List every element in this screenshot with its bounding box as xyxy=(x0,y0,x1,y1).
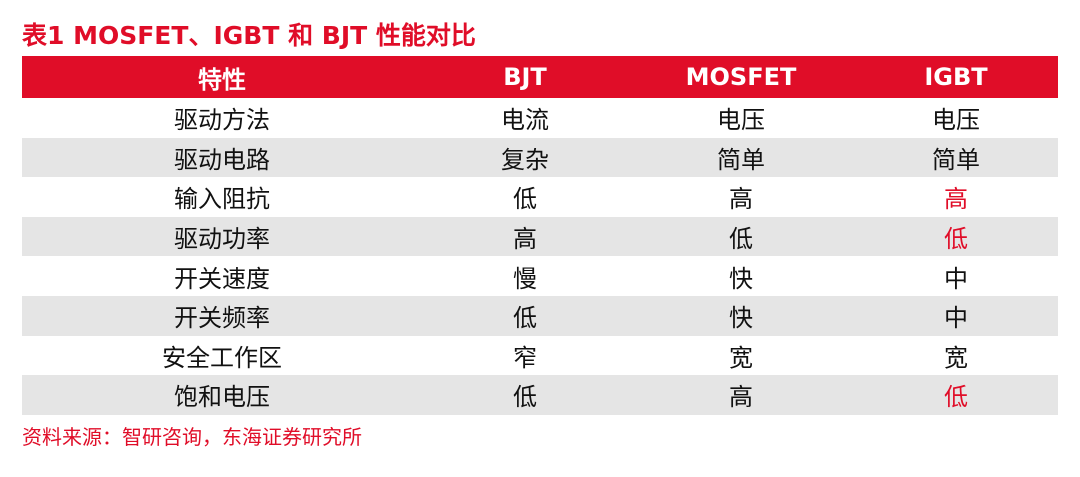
table-row: 驱动功率高低低 xyxy=(22,216,1058,257)
table-row: 开关频率低快中 xyxy=(22,295,1058,336)
source-note: 资料来源：智研咨询，东海证券研究所 xyxy=(22,425,362,449)
table-row: 开关速度 慢 快 中 xyxy=(22,256,1058,296)
cell-igbt: 低 xyxy=(854,375,1058,415)
cell-bjt: 低 xyxy=(422,295,628,336)
cell-bjt: 慢 xyxy=(513,264,537,293)
cell-mosfet: 低 xyxy=(628,216,854,257)
header-characteristic: 特性 xyxy=(22,56,422,98)
cell-characteristic: 开关频率 xyxy=(22,295,422,336)
header-bjt: BJT xyxy=(422,56,628,98)
header-mosfet: MOSFET xyxy=(628,56,854,98)
cell-mosfet: 高 xyxy=(628,375,854,415)
table-row: 饱和电压低高低 xyxy=(22,375,1058,415)
cell-characteristic: 饱和电压 xyxy=(22,375,422,415)
header-igbt: IGBT xyxy=(854,56,1058,98)
cell-bjt: 窄 xyxy=(513,343,537,372)
cell-characteristic: 输入阻抗 xyxy=(174,185,270,214)
cell-igbt: 中 xyxy=(854,295,1058,336)
comparison-table: 特性 BJT MOSFET IGBT 驱动方法 电流 电压 电压 驱动电路 复杂 简单 简单输… xyxy=(22,56,1058,415)
cell-characteristic: 驱动功率 xyxy=(22,216,422,257)
cell-bjt: 低 xyxy=(422,375,628,415)
cell-igbt: 中 xyxy=(944,264,968,293)
cell-igbt: 高 xyxy=(944,185,968,214)
cell-bjt: 电流 xyxy=(501,106,549,135)
cell-bjt: 高 xyxy=(422,216,628,257)
cell-mosfet: 快 xyxy=(628,295,854,336)
cell-mosfet: 简单 xyxy=(628,137,854,178)
cell-igbt: 宽 xyxy=(944,343,968,372)
table-title: 表1 MOSFET、IGBT 和 BJT 性能对比 xyxy=(22,21,476,50)
cell-mosfet: 高 xyxy=(729,185,753,214)
table-row: 驱动方法 电流 电压 电压 xyxy=(22,98,1058,138)
table-row: 安全工作区 窄 宽 宽 xyxy=(22,336,1058,376)
cell-characteristic: 驱动电路 xyxy=(22,137,422,178)
cell-igbt: 简单 xyxy=(854,137,1058,178)
cell-mosfet: 宽 xyxy=(729,343,753,372)
table-row: 输入阻抗 低 高 高 xyxy=(22,177,1058,217)
table-header-row: 特性 BJT MOSFET IGBT xyxy=(22,56,1058,98)
cell-characteristic: 开关速度 xyxy=(174,264,270,293)
cell-igbt: 低 xyxy=(854,216,1058,257)
cell-characteristic: 安全工作区 xyxy=(162,343,282,372)
cell-characteristic: 驱动方法 xyxy=(174,106,270,135)
cell-mosfet: 电压 xyxy=(717,106,765,135)
cell-mosfet: 快 xyxy=(729,264,753,293)
table-row: 驱动电路 复杂 简单 简单 xyxy=(22,137,1058,178)
cell-bjt: 复杂 xyxy=(422,137,628,178)
cell-igbt: 电压 xyxy=(932,106,980,135)
cell-bjt: 低 xyxy=(513,185,537,214)
